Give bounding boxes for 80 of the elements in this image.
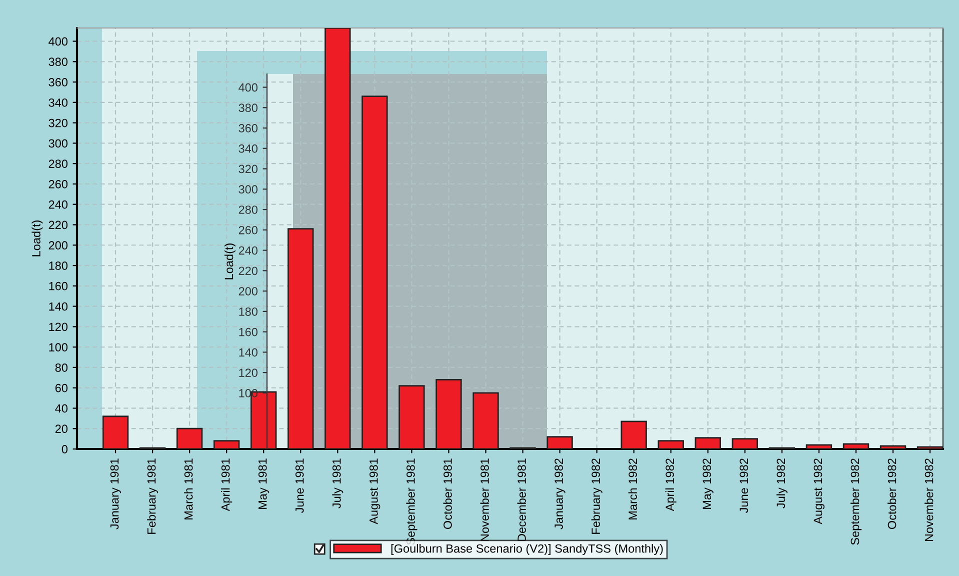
bar <box>213 440 240 449</box>
bar <box>546 436 573 449</box>
x-tick-label: December 1981 <box>517 458 526 542</box>
bar <box>176 428 203 449</box>
bar <box>398 385 425 449</box>
y2-tick-label: 240 <box>238 246 258 255</box>
bar <box>288 228 314 449</box>
y-tick-label: 380 <box>48 58 68 66</box>
x-tick-label: April 1981 <box>221 458 232 512</box>
x-tick-label: June 1982 <box>740 458 748 513</box>
x-tick-label: January 1982 <box>554 458 566 530</box>
y-tick-label: 280 <box>48 160 68 168</box>
y2-tick-label: 160 <box>239 328 258 336</box>
y-tick-label: 120 <box>49 322 68 332</box>
y2-tick-label: 340 <box>238 144 258 153</box>
bar <box>916 446 943 449</box>
bar <box>842 443 870 449</box>
x-tick-label: June 1981 <box>295 458 304 513</box>
x-tick-label: October 1982 <box>888 458 896 529</box>
x-tick-label: March 1981 <box>184 458 193 520</box>
x-tick-label: July 1982 <box>776 458 788 508</box>
bar <box>658 440 684 449</box>
y-tick-label: 340 <box>48 98 68 107</box>
y2-tick-label: 120 <box>239 368 258 377</box>
bar <box>694 437 721 449</box>
x-tick-label: November 1982 <box>924 458 934 542</box>
y-tick-label: 360 <box>48 78 68 86</box>
y-tick-label: 100 <box>49 343 68 352</box>
y-tick-label: 20 <box>55 424 68 434</box>
x-tick-label: August 1982 <box>814 458 824 524</box>
x-tick-label: November 1981 <box>480 458 489 542</box>
y2-tick-label: 140 <box>239 348 258 357</box>
y2-tick-label: 220 <box>238 266 258 276</box>
x-tick-label: July 1981 <box>332 458 344 508</box>
y-tick-label: 60 <box>55 384 68 392</box>
x-tick-label: January 1981 <box>110 458 122 530</box>
y2-tick-label: 300 <box>238 185 258 194</box>
y-tick-label: 80 <box>55 363 68 372</box>
y-tick-label: 200 <box>48 241 68 250</box>
bar <box>880 445 906 449</box>
y2-tick-label: 360 <box>238 124 258 132</box>
y2-tick-label: 400 <box>238 83 258 92</box>
y2-tick-label: 380 <box>238 104 258 112</box>
x-tick-label: February 1981 <box>147 458 158 534</box>
y-tick-label: 320 <box>48 118 68 128</box>
bar <box>732 438 758 449</box>
bar <box>436 378 462 449</box>
bar <box>806 444 832 449</box>
y-tick-label: 300 <box>48 139 68 148</box>
bar <box>472 392 499 449</box>
bar <box>102 416 129 449</box>
y2-tick-label: 280 <box>238 206 258 214</box>
bar <box>620 420 647 449</box>
legend-label: [Goulburn Base Scenario (V2)] SandyTSS (Monthly) <box>391 544 663 556</box>
y-tick-label: 180 <box>49 262 68 270</box>
y2-axis-title: Load(t) <box>224 244 236 280</box>
y2-tick-label: 200 <box>238 287 258 296</box>
y2-tick-label: 320 <box>238 164 258 174</box>
x-tick-label: March 1982 <box>628 458 638 520</box>
y-axis-title: Load(t) <box>32 220 43 256</box>
y-tick-label: 140 <box>49 302 68 311</box>
bar <box>362 96 388 449</box>
x-tick-label: February 1982 <box>591 458 602 534</box>
bar <box>324 28 351 449</box>
x-tick-label: April 1982 <box>665 458 676 512</box>
x-tick-label: May 1982 <box>702 458 714 509</box>
y2-tick-label: 180 <box>239 307 258 316</box>
y2-tick-label: 260 <box>238 226 258 234</box>
x-tick-label: October 1981 <box>443 458 452 529</box>
y-tick-label: 400 <box>48 37 68 46</box>
y-tick-label: 240 <box>48 200 68 209</box>
y-tick-label: 220 <box>48 220 68 230</box>
y-tick-label: 260 <box>48 180 68 188</box>
y-tick-label: 40 <box>55 404 68 413</box>
x-tick-label: August 1981 <box>369 458 380 524</box>
y-tick-label: 160 <box>49 282 68 290</box>
x-tick-label: May 1981 <box>258 458 270 509</box>
x-tick-label: September 1981 <box>406 458 418 545</box>
y-tick-label: 0 <box>62 445 68 454</box>
x-tick-label: September 1982 <box>850 458 862 545</box>
